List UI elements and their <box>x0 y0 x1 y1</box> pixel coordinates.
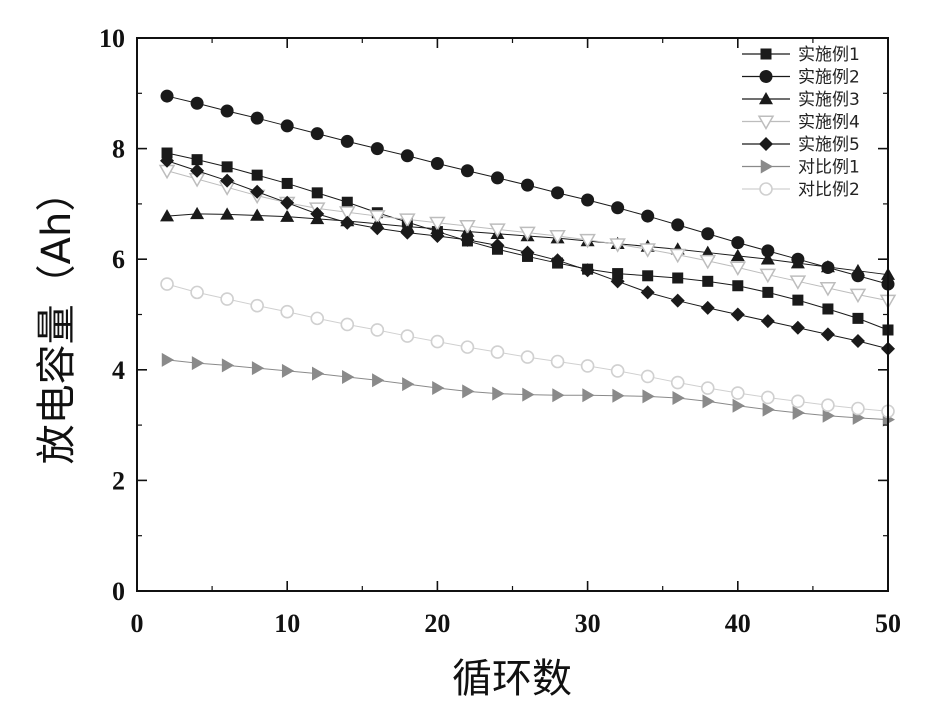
x-tick-label: 0 <box>131 609 144 638</box>
data-point <box>371 142 384 155</box>
data-point <box>401 149 414 162</box>
data-point <box>672 377 684 389</box>
data-point <box>581 194 594 207</box>
data-point <box>642 370 654 382</box>
data-point <box>552 356 564 368</box>
legend-label: 实施例3 <box>798 90 860 110</box>
legend-label: 对比例2 <box>798 180 860 200</box>
data-point <box>431 336 443 348</box>
data-point <box>191 97 204 110</box>
data-point <box>792 295 803 306</box>
y-tick-label: 2 <box>112 466 125 495</box>
data-point <box>341 135 354 148</box>
data-point <box>671 218 684 231</box>
data-point <box>792 395 804 407</box>
data-point <box>852 313 863 324</box>
data-point <box>522 351 534 363</box>
data-point <box>191 286 203 298</box>
data-point <box>732 387 744 399</box>
x-tick-label: 20 <box>424 609 450 638</box>
data-point <box>311 312 323 324</box>
data-point <box>611 201 624 214</box>
legend-marker <box>760 70 773 83</box>
data-point <box>642 270 653 281</box>
data-point <box>401 330 413 342</box>
data-point <box>702 382 714 394</box>
data-point <box>461 164 474 177</box>
data-point <box>582 360 594 372</box>
data-point <box>161 90 174 103</box>
data-point <box>252 170 263 181</box>
data-point <box>641 210 654 223</box>
data-point <box>551 186 564 199</box>
legend-label: 实施例1 <box>798 45 860 65</box>
data-point <box>282 178 293 189</box>
data-point <box>431 157 444 170</box>
data-point <box>491 346 503 358</box>
data-point <box>251 112 264 125</box>
y-axis-title: 放电容量（Ah） <box>34 172 80 465</box>
y-tick-label: 6 <box>112 245 125 274</box>
x-axis-title: 循环数 <box>452 656 572 702</box>
data-point <box>251 300 263 312</box>
legend-label: 实施例5 <box>798 135 860 155</box>
data-point <box>822 399 834 411</box>
legend-marker <box>760 183 772 195</box>
data-point <box>461 341 473 353</box>
data-point <box>822 303 833 314</box>
data-point <box>341 318 353 330</box>
data-point <box>342 197 353 208</box>
data-point <box>731 236 744 249</box>
x-tick-label: 30 <box>575 609 601 638</box>
data-point <box>311 127 324 140</box>
data-point <box>221 293 233 305</box>
x-tick-label: 40 <box>725 609 751 638</box>
data-point <box>281 306 293 318</box>
data-point <box>612 365 624 377</box>
data-point <box>701 227 714 240</box>
y-tick-label: 0 <box>112 577 125 606</box>
y-tick-label: 4 <box>112 356 125 385</box>
data-point <box>521 179 534 192</box>
y-tick-label: 8 <box>112 135 125 164</box>
x-tick-label: 50 <box>875 609 901 638</box>
data-point <box>312 187 323 198</box>
data-point <box>702 276 713 287</box>
data-point <box>732 280 743 291</box>
data-point <box>371 324 383 336</box>
legend-marker <box>761 49 772 60</box>
data-point <box>221 104 234 117</box>
legend-label: 实施例2 <box>798 68 860 88</box>
data-point <box>762 391 774 403</box>
data-point <box>852 403 864 415</box>
legend-label: 实施例4 <box>798 113 860 133</box>
data-point <box>281 119 294 132</box>
x-tick-label: 10 <box>274 609 300 638</box>
data-point <box>762 287 773 298</box>
data-point <box>192 154 203 165</box>
legend-label: 对比例1 <box>798 158 860 178</box>
y-tick-label: 10 <box>99 24 125 53</box>
data-point <box>161 278 173 290</box>
data-point <box>222 161 233 172</box>
data-point <box>672 273 683 284</box>
data-point <box>491 171 504 184</box>
